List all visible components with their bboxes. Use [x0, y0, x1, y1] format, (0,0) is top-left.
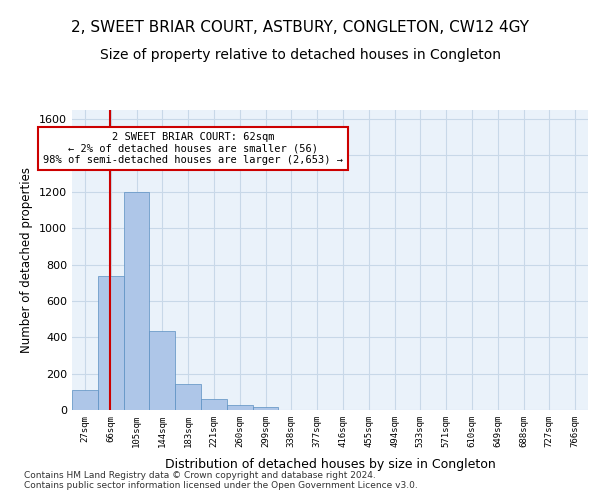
X-axis label: Distribution of detached houses by size in Congleton: Distribution of detached houses by size …	[164, 458, 496, 471]
Bar	[253, 408, 278, 410]
Bar	[98, 276, 124, 410]
Text: 2 SWEET BRIAR COURT: 62sqm
← 2% of detached houses are smaller (56)
98% of semi-: 2 SWEET BRIAR COURT: 62sqm ← 2% of detac…	[43, 132, 343, 165]
Y-axis label: Number of detached properties: Number of detached properties	[20, 167, 34, 353]
Text: 2, SWEET BRIAR COURT, ASTBURY, CONGLETON, CW12 4GY: 2, SWEET BRIAR COURT, ASTBURY, CONGLETON…	[71, 20, 529, 35]
Bar	[72, 390, 98, 410]
Bar	[149, 331, 175, 410]
Bar	[227, 404, 253, 410]
Text: Size of property relative to detached houses in Congleton: Size of property relative to detached ho…	[100, 48, 500, 62]
Bar	[201, 399, 227, 410]
Text: Contains HM Land Registry data © Crown copyright and database right 2024.
Contai: Contains HM Land Registry data © Crown c…	[24, 470, 418, 490]
Bar	[175, 384, 201, 410]
Bar	[124, 192, 149, 410]
